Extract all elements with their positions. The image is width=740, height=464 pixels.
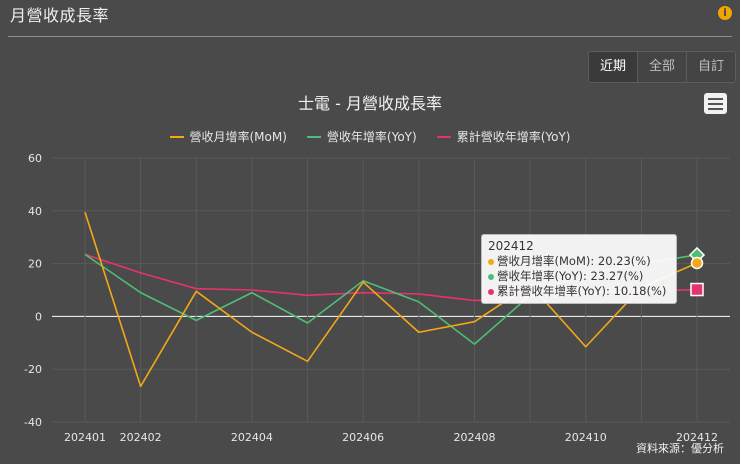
legend-label-mom: 營收月增率(MoM)	[189, 130, 287, 144]
legend-item-yoy[interactable]: 營收年增率(YoY)	[306, 128, 417, 145]
x-tick-label: 202412	[676, 431, 718, 444]
tooltip-dot-cum	[488, 288, 494, 295]
x-tick-label: 202404	[231, 431, 273, 444]
range-selector: 近期 全部 自訂	[587, 51, 736, 83]
y-tick-label: 0	[35, 310, 42, 323]
legend-swatch-cum	[436, 135, 451, 138]
tooltip-text-cum: 累計營收年增率(YoY): 10.18(%)	[497, 284, 667, 298]
y-tick-label: -20	[24, 363, 42, 376]
legend-item-cum[interactable]: 累計營收年增率(YoY)	[436, 128, 571, 145]
x-tick-label: 202410	[565, 431, 607, 444]
x-tick-label: 202408	[453, 431, 495, 444]
y-tick-label: 60	[28, 152, 42, 165]
legend-swatch-yoy	[306, 135, 321, 138]
data-source: 資料來源：優分析	[636, 442, 724, 455]
y-tick-label: 40	[28, 205, 42, 218]
tooltip-category: 202412	[488, 239, 534, 253]
legend-swatch-mom	[169, 135, 184, 138]
range-recent-button[interactable]: 近期	[588, 52, 637, 82]
title-divider	[8, 36, 732, 37]
chart-tooltip: 202412 營收月增率(MoM): 20.23(%) 營收年增率(YoY): …	[481, 234, 677, 304]
tooltip-text-yoy: 營收年增率(YoY): 23.27(%)	[497, 269, 644, 283]
y-tick-label: -40	[24, 416, 42, 429]
tooltip-row-yoy: 營收年增率(YoY): 23.27(%)	[488, 269, 670, 284]
legend-label-cum: 累計營收年增率(YoY)	[456, 130, 571, 144]
tooltip-dot-mom	[488, 258, 494, 265]
x-tick-label: 202402	[120, 431, 162, 444]
info-icon[interactable]: i	[718, 6, 732, 20]
tooltip-dot-yoy	[488, 273, 494, 280]
point-marker-mom	[690, 256, 704, 270]
y-tick-label: 20	[28, 258, 42, 271]
series-line-mom	[84, 211, 698, 388]
chart-title: 士電 - 月營收成長率	[298, 94, 442, 113]
tooltip-row-cum: 累計營收年增率(YoY): 10.18(%)	[488, 284, 670, 299]
legend: 營收月增率(MoM) 營收年增率(YoY) 累計營收年增率(YoY)	[0, 128, 740, 145]
range-custom-button[interactable]: 自訂	[685, 52, 735, 82]
hamburger-menu-icon[interactable]	[704, 93, 727, 114]
tooltip-text-mom: 營收月增率(MoM): 20.23(%)	[497, 254, 651, 268]
range-all-button[interactable]: 全部	[636, 52, 686, 82]
point-marker-cum	[690, 282, 704, 297]
x-tick-label: 202401	[64, 431, 106, 444]
x-tick-label: 202406	[342, 431, 384, 444]
tooltip-row-mom: 營收月增率(MoM): 20.23(%)	[488, 254, 670, 269]
panel-title: 月營收成長率	[10, 6, 110, 25]
legend-item-mom[interactable]: 營收月增率(MoM)	[169, 128, 287, 145]
legend-label-yoy: 營收年增率(YoY)	[326, 130, 417, 144]
